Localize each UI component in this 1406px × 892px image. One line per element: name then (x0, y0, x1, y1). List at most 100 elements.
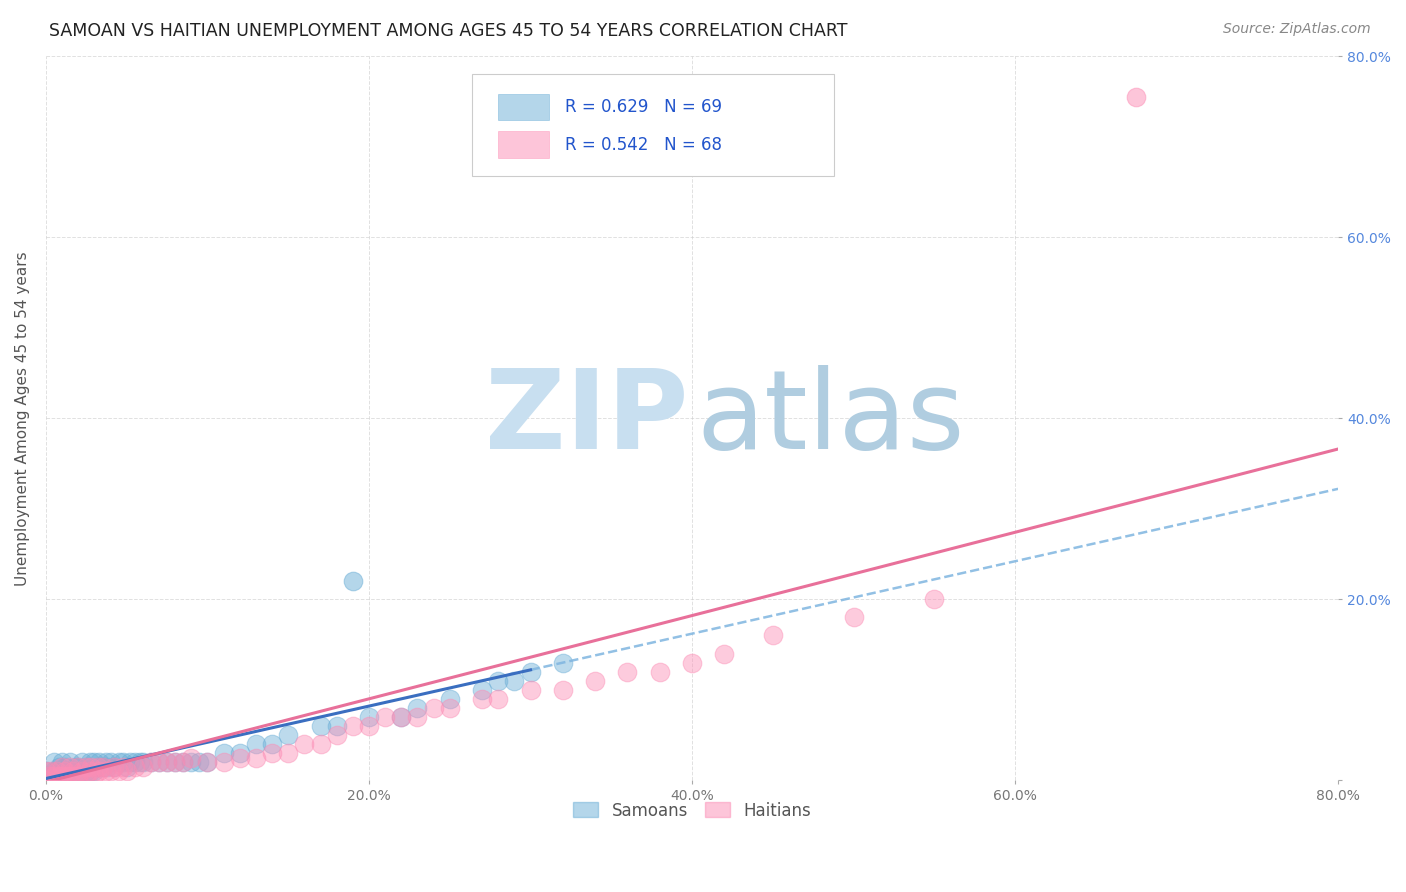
Point (439, 691, 461, 706)
Point (277, 728, 299, 742)
Point (342, 719, 364, 733)
Point (75, 760, 97, 774)
Point (212, 746, 235, 760)
Point (325, 719, 347, 733)
Point (342, 574, 364, 589)
Point (180, 755, 202, 769)
Point (46, 764, 69, 779)
Text: ZIP: ZIP (485, 365, 688, 472)
Point (357, 710, 380, 724)
Point (325, 728, 347, 742)
Point (62, 764, 84, 779)
Point (471, 691, 494, 706)
Point (115, 764, 138, 779)
FancyBboxPatch shape (498, 131, 548, 158)
Point (188, 755, 211, 769)
Point (292, 737, 315, 751)
Point (42, 764, 65, 779)
Point (94, 764, 117, 779)
Point (389, 710, 412, 724)
Point (648, 665, 671, 679)
Point (124, 760, 146, 774)
Point (486, 691, 509, 706)
Point (262, 737, 284, 751)
Point (51, 760, 73, 774)
Point (681, 656, 703, 670)
FancyBboxPatch shape (498, 94, 548, 120)
Point (35, 773, 58, 788)
Point (89, 764, 111, 779)
Text: R = 0.629   N = 69: R = 0.629 N = 69 (565, 98, 723, 116)
Point (172, 755, 194, 769)
Point (59, 755, 82, 769)
Point (212, 755, 235, 769)
Point (42, 755, 65, 769)
Point (62, 764, 84, 779)
Point (79, 764, 101, 779)
Point (229, 750, 252, 764)
Point (80, 764, 103, 779)
Point (35, 773, 58, 788)
Point (197, 755, 219, 769)
Point (100, 755, 122, 769)
Point (91, 760, 114, 774)
Point (148, 755, 170, 769)
Point (842, 610, 865, 624)
Point (53, 769, 76, 783)
Point (309, 719, 332, 733)
Point (38, 769, 60, 783)
Point (439, 701, 461, 715)
FancyBboxPatch shape (472, 74, 834, 176)
Point (112, 755, 135, 769)
Point (156, 755, 179, 769)
Point (357, 719, 380, 733)
Point (48, 769, 70, 783)
Point (107, 764, 129, 779)
Point (103, 760, 125, 774)
Point (51, 769, 73, 783)
Point (1125, 90, 1147, 104)
Point (53, 760, 76, 774)
Point (139, 755, 162, 769)
Point (83, 764, 105, 779)
Point (197, 755, 219, 769)
Point (56, 769, 79, 783)
Point (48, 760, 70, 774)
Text: R = 0.542   N = 68: R = 0.542 N = 68 (565, 136, 723, 153)
Point (762, 628, 785, 642)
Point (59, 760, 82, 774)
Point (59, 764, 82, 779)
Point (103, 760, 125, 774)
Point (83, 755, 105, 769)
Point (165, 755, 187, 769)
Point (616, 665, 638, 679)
Point (471, 682, 494, 697)
Point (156, 755, 179, 769)
Point (35, 764, 58, 779)
Point (70, 755, 93, 769)
Point (51, 764, 73, 779)
Point (79, 755, 101, 769)
Point (519, 682, 541, 697)
Point (551, 656, 574, 670)
Point (583, 673, 606, 688)
Point (128, 755, 150, 769)
Point (67, 769, 90, 783)
Y-axis label: Unemployment Among Ages 45 to 54 years: Unemployment Among Ages 45 to 54 years (15, 251, 30, 585)
Point (75, 764, 97, 779)
Point (67, 769, 90, 783)
Point (70, 764, 93, 779)
Point (37, 773, 59, 788)
Point (100, 764, 122, 779)
Point (124, 755, 146, 769)
Point (262, 746, 284, 760)
Point (422, 701, 444, 715)
Point (56, 764, 79, 779)
Point (91, 760, 114, 774)
Point (229, 746, 252, 760)
Text: Source: ZipAtlas.com: Source: ZipAtlas.com (1223, 22, 1371, 37)
Point (172, 755, 194, 769)
Text: atlas: atlas (696, 365, 965, 472)
Point (245, 737, 267, 751)
Point (86, 760, 108, 774)
